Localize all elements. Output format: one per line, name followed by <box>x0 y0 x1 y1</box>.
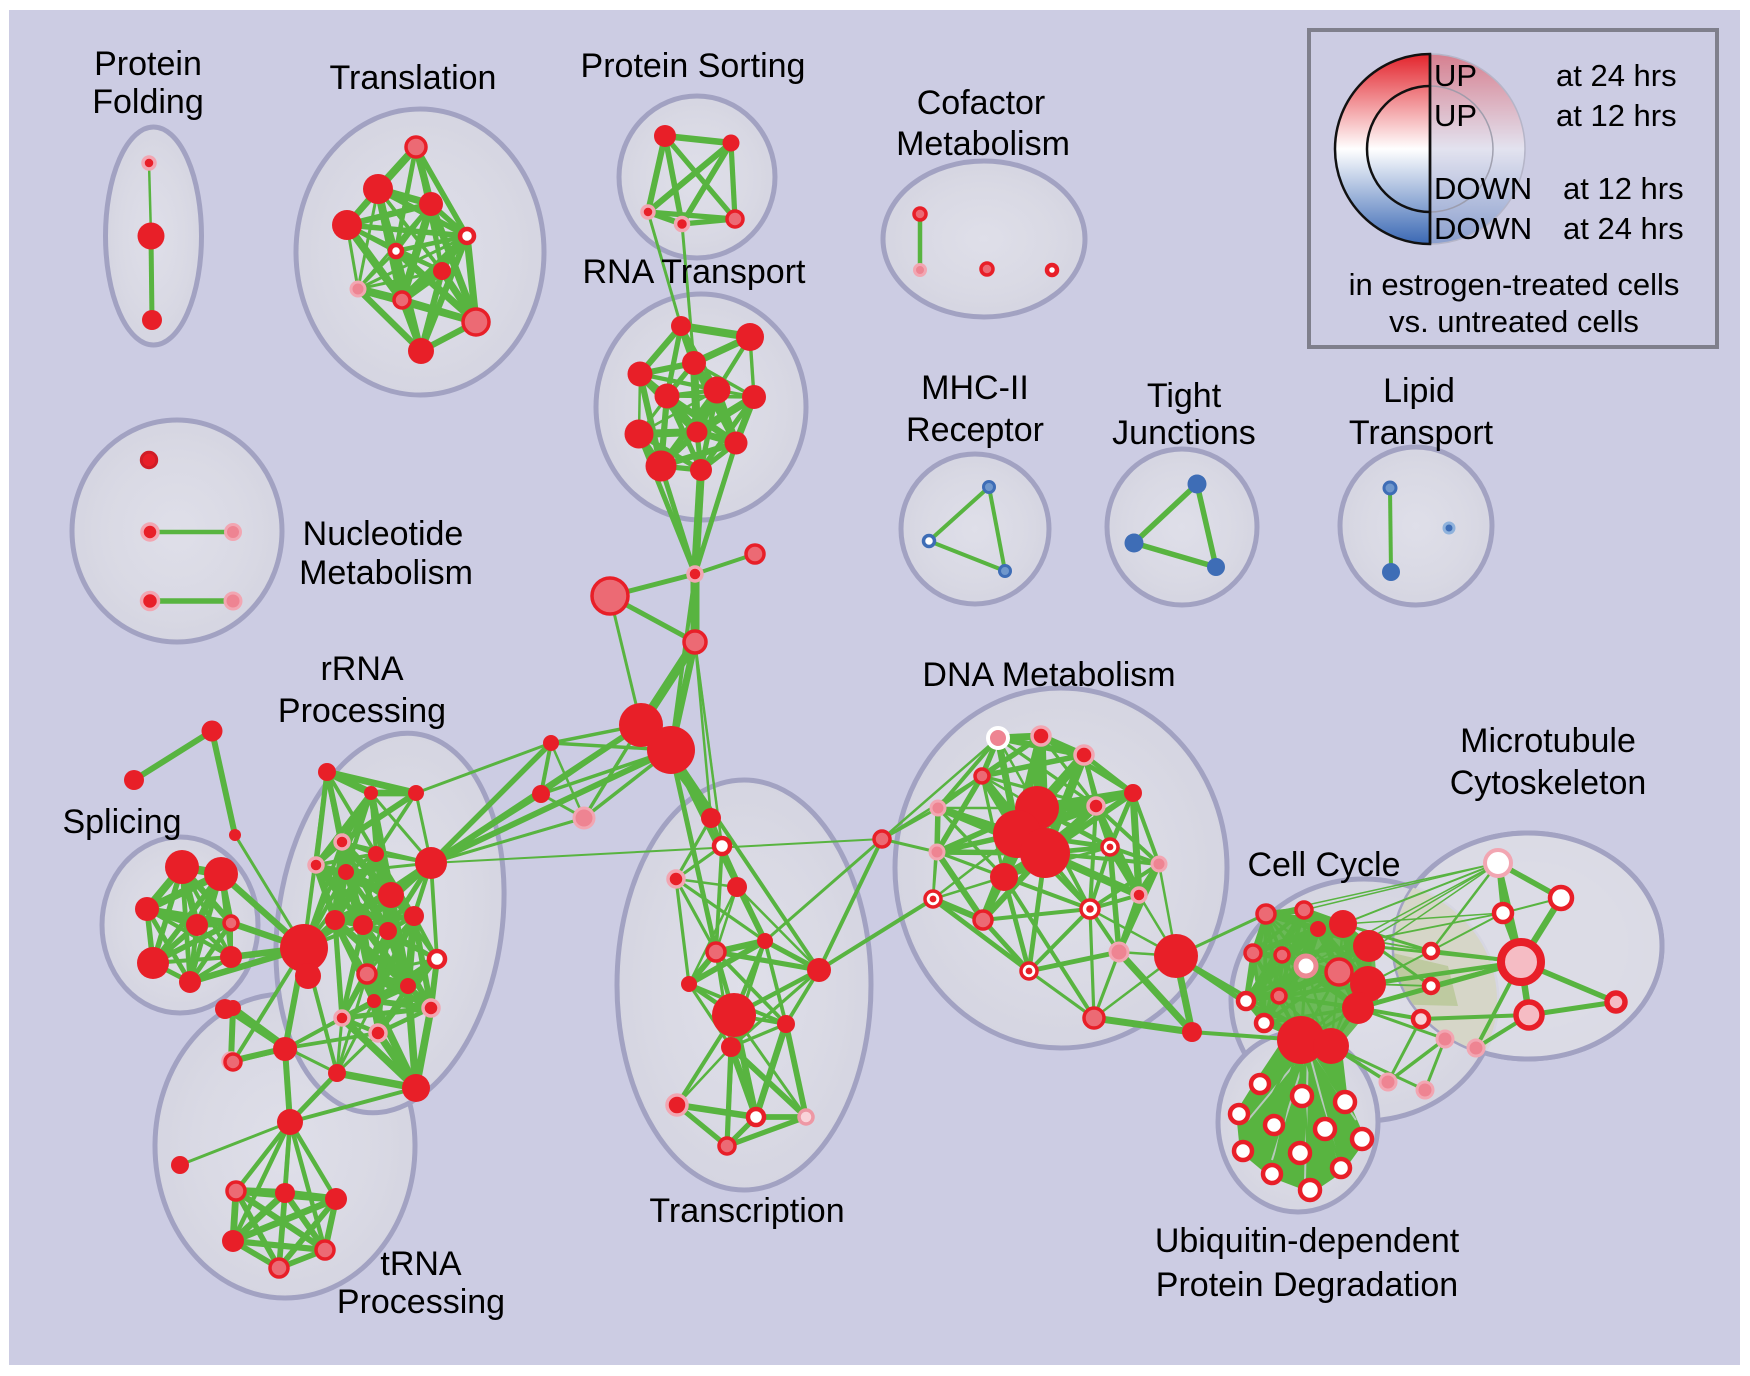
svg-text:Cell Cycle: Cell Cycle <box>1247 846 1400 884</box>
svg-text:Metabolism: Metabolism <box>896 125 1070 163</box>
svg-text:Processing: Processing <box>337 1283 505 1321</box>
svg-text:tRNA: tRNA <box>380 1245 462 1283</box>
svg-text:UP: UP <box>1434 98 1477 133</box>
svg-text:rRNA: rRNA <box>320 650 403 688</box>
svg-text:vs. untreated cells: vs. untreated cells <box>1389 304 1639 339</box>
svg-text:RNA Transport: RNA Transport <box>583 253 807 291</box>
svg-text:in estrogen-treated cells: in estrogen-treated cells <box>1349 267 1680 302</box>
svg-text:at 24 hrs: at 24 hrs <box>1556 58 1677 93</box>
svg-text:Receptor: Receptor <box>906 411 1044 449</box>
svg-text:Transcription: Transcription <box>649 1192 844 1230</box>
svg-text:Junctions: Junctions <box>1112 414 1256 452</box>
svg-text:Nucleotide: Nucleotide <box>303 515 464 553</box>
svg-text:Protein: Protein <box>94 45 202 83</box>
svg-text:at 12 hrs: at 12 hrs <box>1556 98 1677 133</box>
svg-text:DNA Metabolism: DNA Metabolism <box>922 656 1175 694</box>
svg-text:Tight: Tight <box>1147 377 1222 415</box>
svg-text:Cytoskeleton: Cytoskeleton <box>1450 764 1647 802</box>
svg-text:Microtubule: Microtubule <box>1460 722 1636 760</box>
svg-text:Processing: Processing <box>278 692 446 730</box>
svg-text:at 24 hrs: at 24 hrs <box>1563 211 1684 246</box>
svg-text:Protein Sorting: Protein Sorting <box>581 47 806 85</box>
svg-text:Folding: Folding <box>92 83 204 121</box>
svg-text:Splicing: Splicing <box>62 803 181 841</box>
svg-text:MHC-II: MHC-II <box>921 369 1029 407</box>
svg-text:Cofactor: Cofactor <box>917 84 1046 122</box>
svg-text:UP: UP <box>1434 58 1477 93</box>
svg-text:DOWN: DOWN <box>1434 211 1532 246</box>
svg-text:Translation: Translation <box>330 59 497 97</box>
svg-text:Lipid: Lipid <box>1383 372 1455 410</box>
svg-text:Transport: Transport <box>1349 414 1494 452</box>
svg-text:Ubiquitin-dependent: Ubiquitin-dependent <box>1155 1222 1460 1260</box>
svg-text:at 12 hrs: at 12 hrs <box>1563 171 1684 206</box>
svg-text:DOWN: DOWN <box>1434 171 1532 206</box>
svg-text:Metabolism: Metabolism <box>299 554 473 592</box>
svg-text:Protein Degradation: Protein Degradation <box>1156 1266 1458 1304</box>
